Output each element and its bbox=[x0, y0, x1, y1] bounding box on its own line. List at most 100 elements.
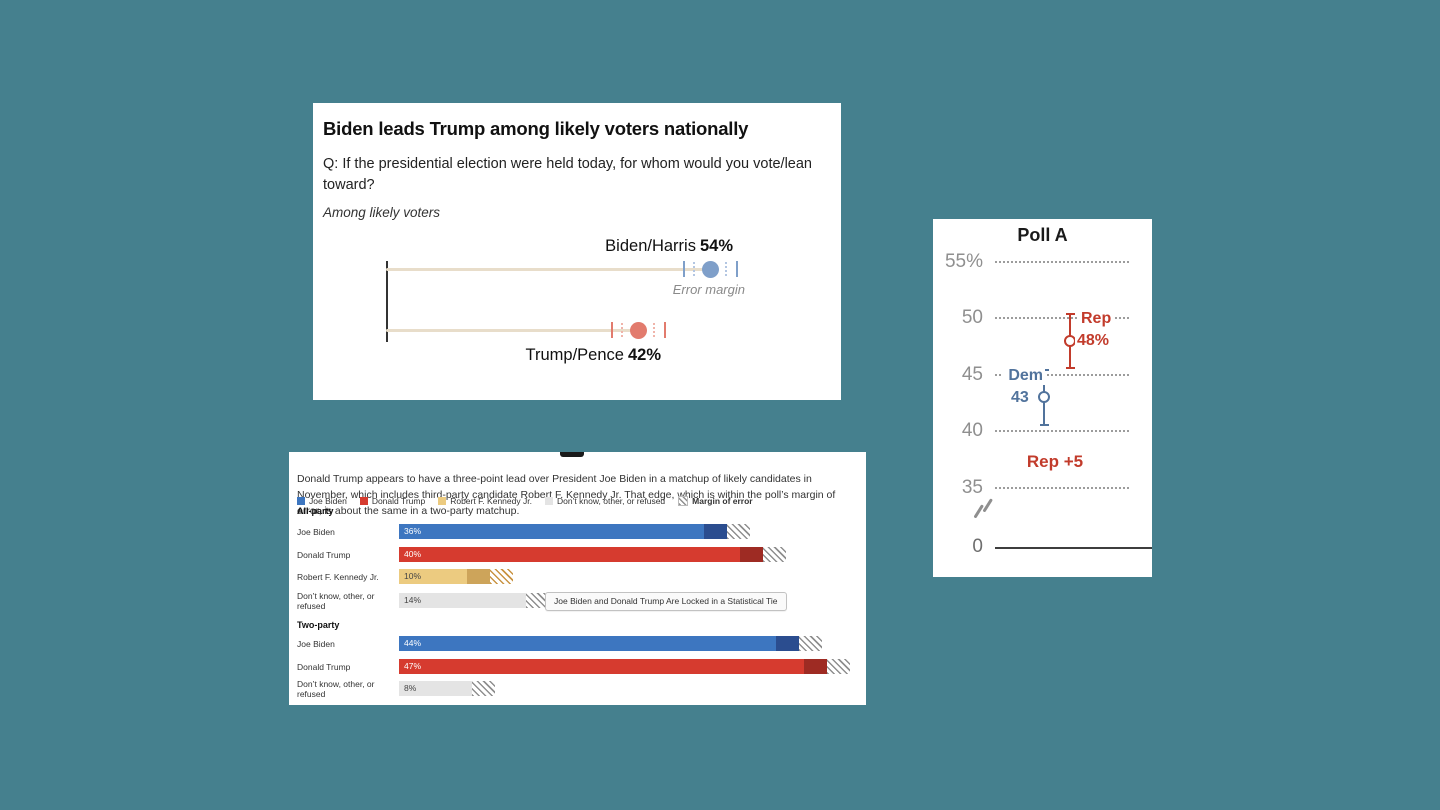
bar-row-unknown-two: Don’t know, other, or refused 8% bbox=[297, 678, 858, 699]
y-tick-0: 0 bbox=[972, 536, 983, 557]
bar-value-label: 47% bbox=[404, 661, 422, 671]
moe-inner-band bbox=[703, 524, 727, 539]
gridline-50 bbox=[995, 317, 1129, 320]
moe-hatch bbox=[726, 524, 750, 539]
candidate-value: 54% bbox=[699, 237, 733, 255]
dem-label: Dem bbox=[1001, 367, 1045, 385]
y-axis-line bbox=[386, 261, 388, 342]
bar-row-unknown-all: Don’t know, other, or refused 14% bbox=[297, 590, 858, 611]
statistical-tie-annotation: Joe Biden and Donald Trump Are Locked in… bbox=[545, 592, 787, 611]
bar-value-label: 40% bbox=[404, 549, 422, 559]
legend-label: Don’t know, other, or refused bbox=[556, 496, 666, 506]
chart-title: Poll A bbox=[1017, 225, 1068, 245]
biden-swatch-icon bbox=[297, 497, 305, 505]
row-label: Don’t know, other, or refused bbox=[297, 590, 375, 611]
poll-a-card: Poll A 55% 50 45 40 35 0 Rep 48% Dem 43 … bbox=[933, 219, 1152, 577]
value-track-trump bbox=[386, 328, 638, 332]
y-tick-40: 40 bbox=[961, 420, 983, 441]
moe-hatch-swatch-icon bbox=[678, 496, 689, 506]
bar-rfk: 10% bbox=[399, 569, 490, 584]
error-dotted-left bbox=[693, 262, 695, 276]
gridline-55 bbox=[995, 260, 1129, 263]
error-tick-left bbox=[683, 261, 685, 277]
error-dotted-left bbox=[621, 323, 623, 337]
dem-value-label: 43 bbox=[1009, 389, 1031, 407]
legend-label: Margin of error bbox=[692, 496, 753, 506]
legend-label: Donald Trump bbox=[371, 496, 426, 506]
bar-unknown: 8% bbox=[399, 681, 472, 696]
y-tick-50: 50 bbox=[961, 307, 983, 328]
cropped-headline-fragment bbox=[560, 452, 584, 457]
moe-hatch bbox=[526, 593, 550, 608]
bar-value-label: 10% bbox=[404, 571, 422, 581]
bar-value-label: 8% bbox=[404, 683, 417, 693]
row-label: Robert F. Kennedy Jr. bbox=[297, 571, 379, 582]
dem-marker-dot bbox=[1037, 391, 1050, 403]
gridline-35 bbox=[995, 486, 1129, 489]
error-tick-right bbox=[736, 261, 738, 277]
y-tick-45: 45 bbox=[961, 364, 983, 385]
moe-hatch bbox=[799, 636, 823, 651]
legend-item-biden: Joe Biden bbox=[297, 496, 347, 506]
moe-hatch bbox=[826, 659, 850, 674]
candidate-value: 42% bbox=[627, 346, 661, 364]
error-tick-left bbox=[611, 322, 613, 338]
bar-unknown: 14% bbox=[399, 593, 527, 608]
error-dotted-right bbox=[653, 323, 655, 337]
bar-trump: 47% bbox=[399, 659, 827, 674]
legend-label: Robert F. Kennedy Jr. bbox=[450, 496, 532, 506]
legend-item-rfk: Robert F. Kennedy Jr. bbox=[438, 496, 532, 506]
rep-label: Rep bbox=[1079, 310, 1114, 328]
y-tick-55: 55% bbox=[944, 251, 983, 272]
section-label-two-party: Two-party bbox=[297, 620, 340, 630]
candidate-name: Biden/Harris bbox=[605, 237, 696, 255]
chart-title: Biden leads Trump among likely voters na… bbox=[323, 118, 749, 140]
moe-inner-band bbox=[467, 569, 490, 584]
candidate-label-biden: Biden/Harris 54% bbox=[483, 237, 733, 256]
candidate-label-trump: Trump/Pence 42% bbox=[411, 346, 661, 365]
row-label: Donald Trump bbox=[297, 549, 351, 560]
bar-row-biden-two: Joe Biden 44% bbox=[297, 636, 858, 651]
poll-question: Q: If the presidential election were hel… bbox=[323, 155, 812, 194]
matchup-poll-card: Donald Trump appears to have a three-poi… bbox=[289, 452, 866, 705]
moe-inner-band bbox=[740, 547, 763, 562]
moe-hatch bbox=[490, 569, 513, 584]
candidate-name: Trump/Pence bbox=[525, 346, 624, 364]
rep-marker-dot bbox=[1063, 334, 1076, 347]
rep-value-label: 48% bbox=[1075, 332, 1112, 350]
moe-hatch bbox=[471, 681, 495, 696]
legend-label: Joe Biden bbox=[309, 496, 347, 506]
sample-note: Among likely voters bbox=[323, 204, 441, 220]
row-label: Joe Biden bbox=[297, 526, 335, 537]
biden-dot bbox=[701, 260, 719, 278]
gridline-45 bbox=[995, 373, 1129, 376]
chart-description: Donald Trump appears to have a three-poi… bbox=[297, 472, 836, 518]
gridline-40 bbox=[995, 430, 1129, 433]
x-baseline bbox=[995, 547, 1152, 549]
section-label-all-party: All-party bbox=[297, 506, 334, 516]
moe-inner-band bbox=[776, 636, 800, 651]
bar-value-label: 14% bbox=[404, 595, 422, 605]
wapo-poll-card: Biden leads Trump among likely voters na… bbox=[313, 103, 841, 400]
bar-biden: 36% bbox=[399, 524, 727, 539]
legend-item-unknown: Don’t know, other, or refused bbox=[544, 496, 666, 506]
bar-value-label: 36% bbox=[404, 526, 422, 536]
bar-row-trump-all: Donald Trump 40% bbox=[297, 547, 858, 562]
moe-hatch bbox=[763, 547, 786, 562]
unknown-swatch-icon bbox=[544, 497, 553, 505]
moe-inner-band bbox=[803, 659, 827, 674]
bar-row-trump-two: Donald Trump 47% bbox=[297, 659, 858, 674]
row-label: Joe Biden bbox=[297, 638, 335, 649]
row-label: Donald Trump bbox=[297, 661, 351, 672]
lead-summary: Rep +5 bbox=[1026, 452, 1084, 471]
y-tick-35: 35 bbox=[961, 477, 983, 498]
axis-break-mark bbox=[982, 498, 993, 513]
legend: Joe Biden Donald Trump Robert F. Kennedy… bbox=[297, 496, 753, 506]
error-tick-right bbox=[664, 322, 666, 338]
legend-item-moe: Margin of error bbox=[678, 496, 753, 506]
row-label: Don’t know, other, or refused bbox=[297, 678, 375, 699]
trump-dot bbox=[629, 321, 647, 339]
error-margin-label: Error margin bbox=[672, 282, 745, 297]
trump-swatch-icon bbox=[359, 497, 368, 505]
